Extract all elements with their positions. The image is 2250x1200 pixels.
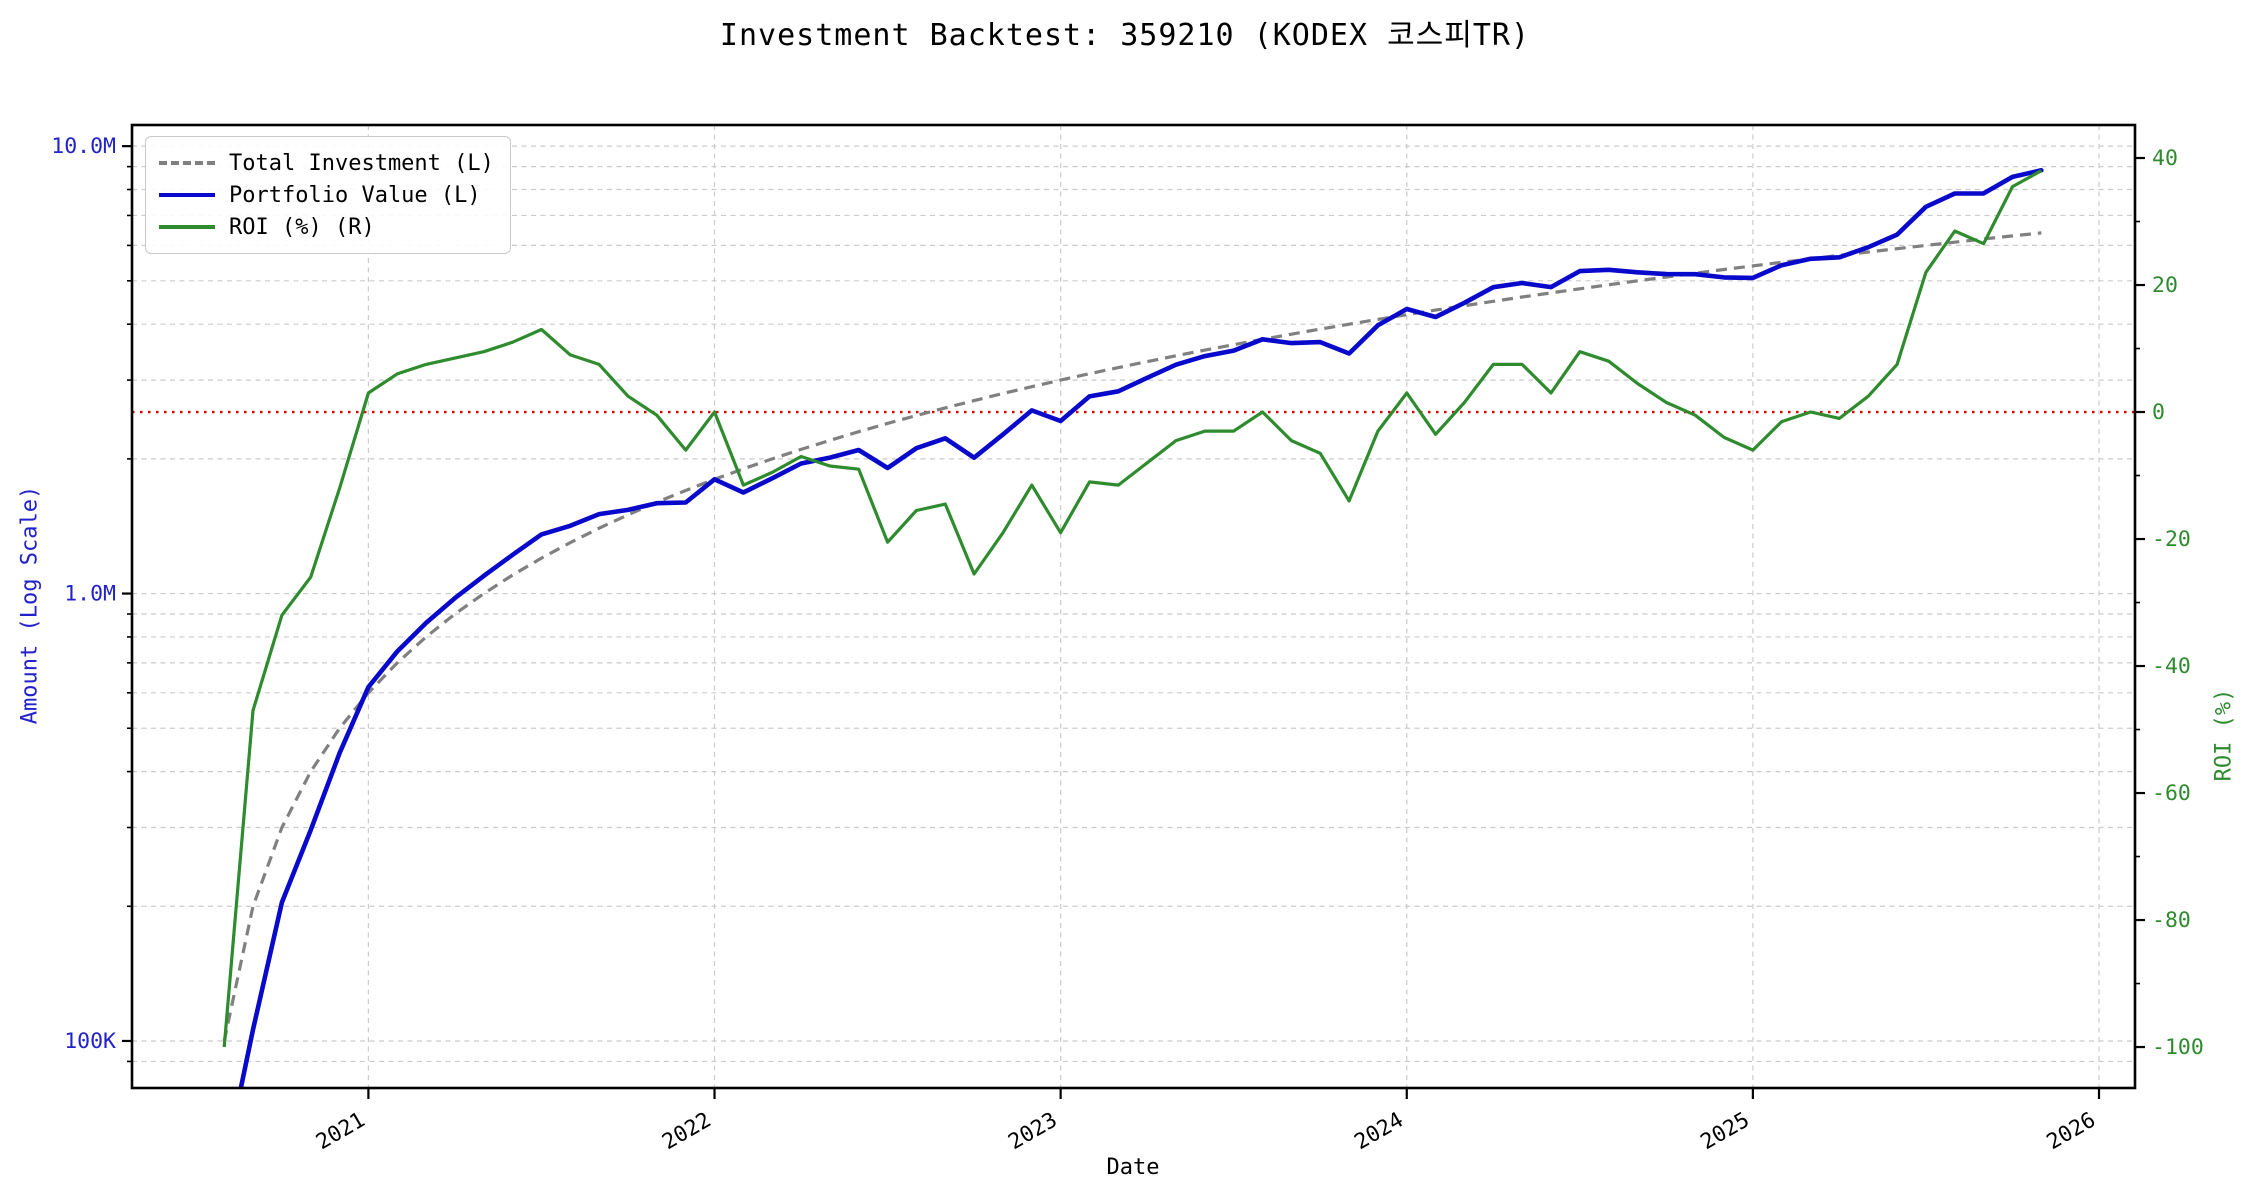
roi-line-sample [159,225,215,229]
legend-label: ROI (%) (R) [229,214,375,240]
total-investment-line [222,231,2042,1042]
legend-label: Total Investment (L) [229,150,494,176]
roi-line [222,169,2043,1048]
legend-item-total-investment: Total Investment (L) [159,147,494,179]
y-right-tick-label: 0 [2152,400,2165,425]
chart-title: Investment Backtest: 359210 (KODEX 코스피TR… [719,18,1531,53]
portfolio-value-line-sample [159,193,215,197]
x-tick-label: 2025 [1697,1108,1754,1156]
y-left-tick-label: 100K [64,1029,116,1054]
y-right-tick-label: -20 [2152,527,2191,552]
portfolio-value-line [238,168,2044,1088]
y-right-tick-label: -100 [2152,1035,2204,1060]
y-right-tick-label: -60 [2152,781,2191,806]
y-right-tick-label: -80 [2152,908,2191,933]
total-investment-line-sample [159,161,215,165]
y-axis-right-title: ROI (%) [2211,688,2237,782]
x-tick-label: 2022 [658,1108,715,1156]
y-right-tick-label: 20 [2152,273,2178,298]
x-axis-title: Date [1106,1155,1160,1180]
x-tick-label: 2026 [2043,1108,2100,1156]
x-tick-label: 2021 [312,1108,369,1156]
y-left-tick-label: 10.0M [51,134,116,159]
y-right-tick-label: 40 [2152,146,2178,171]
legend-item-portfolio-value: Portfolio Value (L) [159,179,494,211]
legend-item-roi: ROI (%) (R) [159,211,494,243]
legend-label: Portfolio Value (L) [229,182,481,208]
x-tick-label: 2023 [1004,1108,1061,1156]
plot-border [130,123,2137,1090]
y-left-tick-label: 1.0M [64,582,116,607]
y-axis-left-title: Amount (Log Scale) [17,485,43,725]
plot-area [132,125,2135,1088]
x-tick-label: 2024 [1350,1108,1407,1156]
legend: Total Investment (L) Portfolio Value (L)… [145,136,511,254]
y-right-tick-label: -40 [2152,654,2191,679]
